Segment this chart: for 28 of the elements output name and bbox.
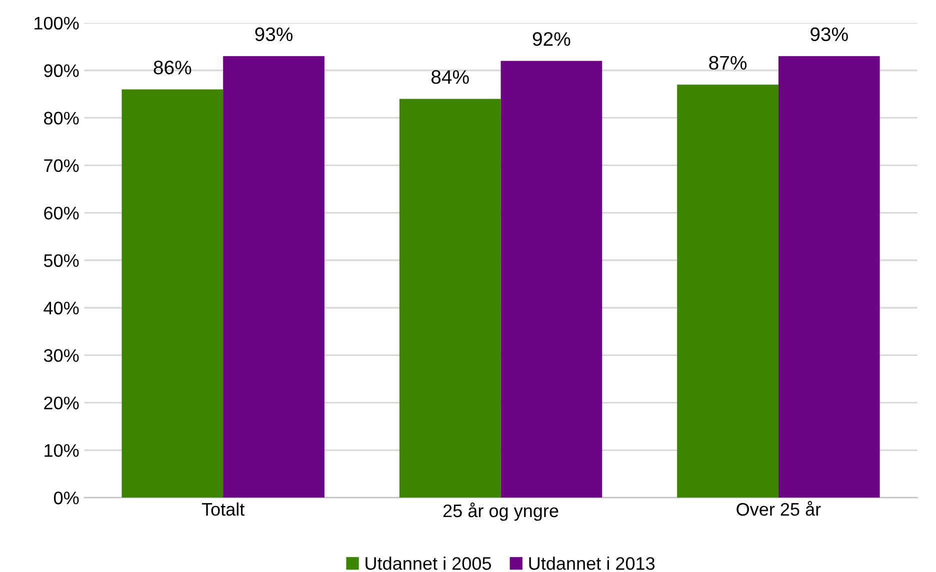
y-tick-label: 80% [44, 112, 79, 125]
y-tick-label: 60% [44, 206, 79, 220]
data-label: 84% [431, 70, 469, 84]
data-label: 93% [810, 27, 848, 42]
bar [122, 89, 224, 498]
bar [677, 84, 778, 498]
data-label: 87% [709, 56, 747, 70]
y-tick-label: 100% [34, 16, 79, 30]
data-label: 93% [255, 27, 293, 42]
y-tick-label: 40% [44, 302, 79, 314]
x-tick-label: Totalt [202, 502, 245, 516]
y-tick-label: 0% [54, 492, 79, 504]
bar [778, 56, 880, 498]
data-label: 86% [154, 60, 192, 74]
y-tick-label: 20% [44, 396, 79, 410]
y-tick-label: 30% [44, 349, 79, 362]
y-tick-label: 90% [44, 64, 79, 78]
bar [223, 56, 324, 498]
x-tick-label: 25 år og yngre [443, 502, 558, 521]
y-tick-label: 10% [44, 444, 79, 457]
legend-label: Utdannet i 2013 [529, 556, 655, 570]
bar [500, 60, 602, 498]
x-tick-label: Over 25 år [736, 501, 821, 516]
y-tick-label: 70% [44, 159, 79, 172]
legend-label: Utdannet i 2005 [366, 556, 491, 570]
data-label: 92% [532, 32, 570, 46]
y-tick-label: 50% [44, 254, 79, 267]
bar [399, 98, 501, 498]
